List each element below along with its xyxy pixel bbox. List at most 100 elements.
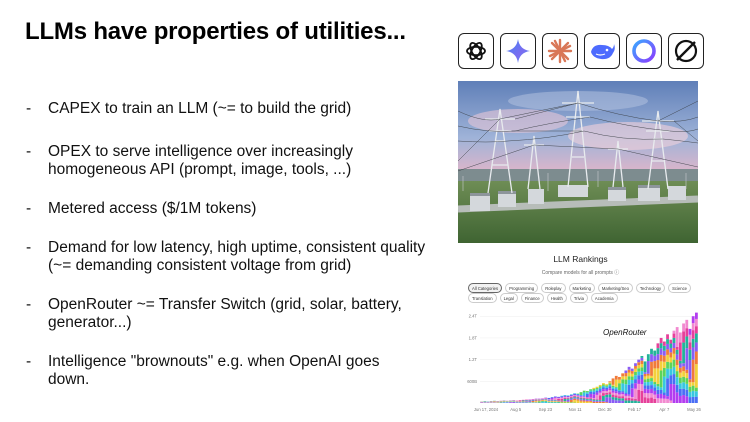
bar-segment	[688, 379, 692, 383]
bar-segment	[573, 393, 576, 394]
bar-segment	[579, 396, 583, 397]
bar-segment	[537, 400, 541, 402]
tab-legal[interactable]: Legal	[499, 293, 518, 303]
bar-segment	[582, 399, 586, 401]
bar-segment	[624, 370, 628, 374]
tab-academia[interactable]: Academia	[590, 293, 618, 303]
bar-segment	[579, 398, 583, 400]
bar-segment	[672, 342, 676, 349]
tab-finance[interactable]: Finance	[520, 293, 544, 303]
bullet-dash: -	[26, 353, 32, 370]
bar-segment	[682, 382, 685, 389]
bar-segment	[566, 397, 570, 398]
bar-segment	[627, 379, 631, 385]
tab-all-categories[interactable]: All Categories	[468, 283, 503, 293]
bar-segment	[560, 401, 564, 402]
bar-segment	[624, 379, 628, 385]
bar-segment	[653, 350, 657, 356]
bar-segment	[634, 375, 637, 380]
bar-segment	[560, 396, 564, 398]
bar-segment	[505, 402, 509, 403]
category-tabs-row-1: All Categories Programming Roleplay Mark…	[468, 283, 698, 293]
bar-segment	[608, 394, 612, 398]
bar-segment	[605, 384, 609, 386]
tab-trivia[interactable]: Trivia	[569, 293, 588, 303]
bar-segment	[614, 400, 618, 403]
tab-technology[interactable]: Technology	[635, 283, 666, 293]
tab-science[interactable]: Science	[668, 283, 691, 293]
bar-segment	[630, 376, 634, 380]
bar-segment	[656, 348, 660, 355]
bar-segment	[688, 349, 692, 361]
token-usage-chart: 600B 1.2T 1.8T 2.4T Jun 17, 2024 Aug 5 Sep 23 N…	[467, 312, 702, 412]
bar-segment	[659, 343, 663, 349]
bar-segment	[624, 393, 628, 396]
bar-segment	[688, 397, 692, 403]
bar-segment	[553, 401, 557, 402]
bar-segment	[691, 385, 695, 391]
bar-segment	[650, 385, 653, 389]
bar-segment	[694, 396, 698, 403]
bar-segment	[685, 378, 689, 384]
bar-segment	[678, 367, 682, 373]
bar-segment	[659, 387, 663, 390]
bar-segment	[521, 400, 525, 402]
bar-segment	[666, 354, 669, 362]
bar-segment	[582, 400, 586, 402]
bar-segment	[576, 395, 580, 397]
bar-segment	[672, 348, 676, 354]
bar-segment	[624, 400, 628, 403]
bar-segment	[582, 397, 586, 399]
bar-segment	[512, 402, 516, 403]
bar-segment	[618, 379, 621, 384]
tab-programming[interactable]: Programming	[505, 283, 539, 293]
bar-segment	[528, 400, 532, 401]
bar-segment	[685, 396, 689, 403]
bar-segment	[621, 376, 625, 380]
bar-segment	[537, 401, 541, 403]
bar-segment	[569, 395, 573, 397]
bar-segment	[585, 399, 589, 401]
bar-segment	[566, 395, 570, 396]
bar-segment	[614, 375, 618, 380]
bar-segment	[585, 401, 589, 403]
tab-health[interactable]: Health	[546, 293, 567, 303]
bar-segment	[630, 371, 634, 374]
bar-segment	[608, 381, 612, 383]
bar-segment	[618, 392, 621, 395]
bar-segment	[656, 389, 660, 395]
bar-segment	[675, 349, 679, 355]
tab-marketing-seo[interactable]: Marketing/Seo	[597, 283, 633, 293]
bar-segment	[669, 368, 673, 376]
bar-segment	[547, 401, 551, 402]
bar-segment	[666, 368, 669, 379]
bar-segment	[493, 401, 496, 403]
bar-segment	[544, 399, 548, 401]
bar-segment	[576, 399, 580, 401]
bar-segment	[585, 397, 589, 399]
y-tick-label: 2.4T	[469, 314, 478, 319]
bar-segment	[691, 359, 695, 383]
bar-segment	[627, 394, 631, 396]
bar-segment	[634, 400, 637, 403]
bar-segment	[579, 396, 583, 398]
bar-segment	[557, 396, 560, 398]
bar-segment	[646, 393, 650, 399]
bar-segment	[621, 398, 625, 401]
tab-marketing[interactable]: Marketing	[568, 283, 595, 293]
bar-segment	[608, 397, 612, 403]
bar-segment	[678, 342, 682, 361]
bar-segment	[602, 401, 605, 403]
bar-segment	[634, 368, 637, 372]
ring-logo-icon	[626, 33, 662, 69]
tab-translation[interactable]: Translation	[468, 293, 497, 303]
bar-segment	[550, 401, 554, 403]
bar-segment	[634, 363, 637, 367]
bar-segment	[611, 378, 615, 385]
tab-roleplay[interactable]: Roleplay	[541, 283, 566, 293]
bar-segment	[659, 361, 663, 371]
bar-segment	[614, 387, 618, 390]
bar-segment	[560, 401, 564, 403]
bar-segment	[569, 399, 573, 403]
bar-segment	[643, 361, 647, 373]
